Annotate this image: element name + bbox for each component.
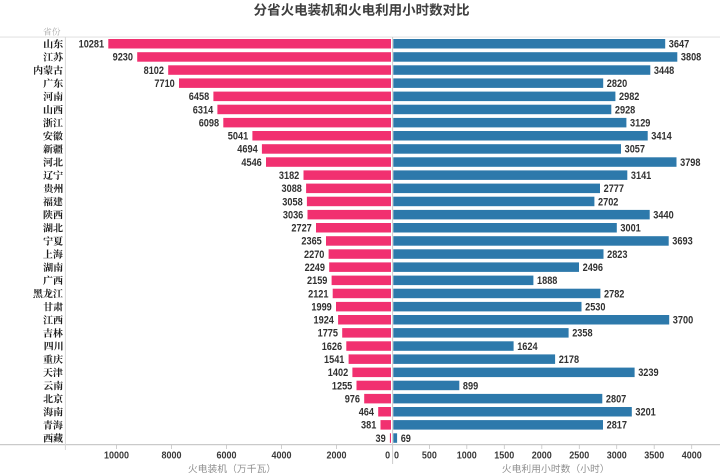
svg-text:8102: 8102 [144, 65, 164, 77]
svg-text:3057: 3057 [625, 144, 645, 156]
svg-text:2823: 2823 [607, 249, 627, 261]
svg-text:2121: 2121 [308, 288, 328, 300]
svg-text:2000: 2000 [532, 449, 552, 461]
svg-text:3182: 3182 [279, 170, 299, 182]
svg-text:2782: 2782 [604, 288, 624, 300]
svg-text:5041: 5041 [228, 131, 248, 143]
svg-text:1541: 1541 [324, 354, 344, 366]
svg-text:6314: 6314 [193, 104, 213, 116]
svg-text:3001: 3001 [620, 223, 640, 235]
svg-text:2249: 2249 [305, 262, 325, 274]
svg-text:0: 0 [385, 449, 390, 461]
svg-text:3700: 3700 [673, 315, 693, 327]
svg-text:4000: 4000 [272, 449, 292, 461]
svg-text:2496: 2496 [583, 262, 603, 274]
svg-text:3440: 3440 [653, 209, 673, 221]
svg-text:500: 500 [422, 449, 437, 461]
svg-text:2702: 2702 [598, 196, 618, 208]
svg-text:1000: 1000 [457, 449, 477, 461]
svg-text:3088: 3088 [282, 183, 302, 195]
svg-text:39: 39 [376, 433, 386, 445]
svg-text:2817: 2817 [607, 420, 627, 432]
svg-text:2820: 2820 [607, 78, 627, 90]
svg-text:10000: 10000 [104, 449, 129, 461]
svg-text:3129: 3129 [630, 117, 650, 129]
svg-text:2358: 2358 [572, 328, 592, 340]
svg-text:3448: 3448 [654, 65, 674, 77]
svg-text:2500: 2500 [569, 449, 589, 461]
svg-text:1924: 1924 [314, 315, 334, 327]
svg-text:2777: 2777 [604, 183, 624, 195]
svg-text:2807: 2807 [606, 393, 626, 405]
svg-text:1402: 1402 [328, 367, 348, 379]
svg-text:2000: 2000 [327, 449, 347, 461]
svg-text:4000: 4000 [682, 449, 702, 461]
svg-text:3201: 3201 [635, 407, 655, 419]
svg-text:3693: 3693 [672, 236, 692, 248]
svg-text:2982: 2982 [619, 91, 639, 103]
svg-text:976: 976 [345, 393, 360, 405]
svg-text:8000: 8000 [162, 449, 182, 461]
svg-text:464: 464 [359, 407, 374, 419]
svg-text:3808: 3808 [681, 52, 701, 64]
svg-text:3058: 3058 [282, 196, 302, 208]
svg-text:899: 899 [463, 380, 478, 392]
svg-text:1624: 1624 [517, 341, 537, 353]
svg-text:4694: 4694 [237, 144, 257, 156]
svg-text:3798: 3798 [680, 157, 700, 169]
svg-text:2270: 2270 [304, 249, 324, 261]
svg-text:3414: 3414 [651, 131, 671, 143]
svg-text:1775: 1775 [318, 328, 338, 340]
svg-text:3036: 3036 [283, 209, 303, 221]
svg-text:1500: 1500 [494, 449, 514, 461]
svg-text:1626: 1626 [322, 341, 342, 353]
svg-text:6458: 6458 [189, 91, 209, 103]
svg-text:1999: 1999 [311, 301, 331, 313]
svg-text:9230: 9230 [113, 52, 133, 64]
svg-text:6098: 6098 [199, 117, 219, 129]
svg-text:3500: 3500 [644, 449, 664, 461]
svg-text:2727: 2727 [291, 223, 311, 235]
svg-text:1255: 1255 [332, 380, 352, 392]
svg-text:3647: 3647 [669, 39, 689, 51]
svg-text:2530: 2530 [585, 301, 605, 313]
svg-text:2178: 2178 [559, 354, 579, 366]
svg-text:3141: 3141 [631, 170, 651, 182]
svg-text:381: 381 [361, 420, 376, 432]
svg-text:7710: 7710 [154, 78, 174, 90]
svg-text:2365: 2365 [301, 236, 321, 248]
svg-text:3239: 3239 [638, 367, 658, 379]
svg-text:2928: 2928 [615, 104, 635, 116]
svg-text:0: 0 [394, 449, 399, 461]
svg-text:10281: 10281 [79, 39, 105, 51]
svg-text:69: 69 [401, 433, 411, 445]
svg-text:4546: 4546 [241, 157, 261, 169]
svg-text:1888: 1888 [537, 275, 557, 287]
svg-text:3000: 3000 [607, 449, 627, 461]
svg-text:2159: 2159 [307, 275, 327, 287]
svg-text:6000: 6000 [217, 449, 237, 461]
